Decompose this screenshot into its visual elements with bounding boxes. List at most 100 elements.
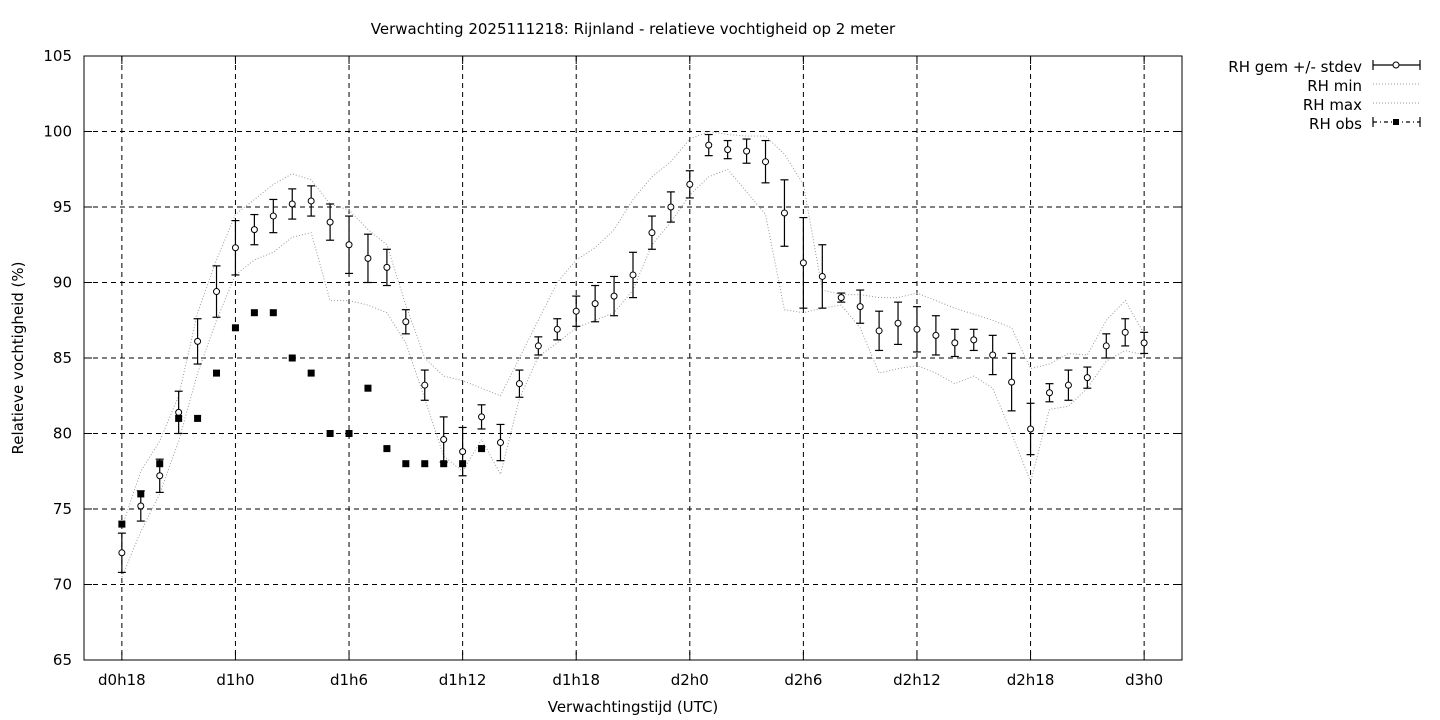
y-tick-label: 100 — [43, 123, 72, 141]
rh-obs-point — [118, 520, 126, 528]
rh-mean-point — [156, 472, 164, 480]
rh-obs-point — [383, 445, 391, 453]
rh-mean-point — [118, 549, 126, 557]
legend-swatch-obs — [1393, 119, 1399, 125]
rh-mean-point — [780, 209, 788, 217]
rh-mean-point — [648, 229, 656, 237]
legend-item-obs: RH obs — [1309, 115, 1421, 133]
rh-mean-point — [402, 318, 410, 326]
rh-mean-point — [1045, 389, 1053, 397]
x-tick-label: d2h12 — [893, 671, 941, 689]
x-axis-ticks: d0h18 d1h0 d1h6 d1h12 d1h18 d2h0 d2h6 d2h12 d2h1… — [98, 56, 1163, 689]
rh-mean-point — [534, 342, 542, 350]
rh-mean-point — [610, 292, 618, 300]
rh-mean-point — [478, 413, 486, 421]
legend-label-obs: RH obs — [1309, 115, 1362, 133]
legend-label-min: RH min — [1307, 77, 1362, 95]
rh-mean-point — [913, 325, 921, 333]
grid — [84, 56, 1182, 660]
rh-obs-point — [137, 490, 145, 498]
rh-mean-point — [553, 325, 561, 333]
rh-mean-point — [459, 448, 467, 456]
rh-mean-point — [894, 319, 902, 327]
rh-mean-point — [799, 259, 807, 267]
rh-obs-point — [269, 309, 277, 317]
y-axis-ticks: 65 70 75 80 85 90 95 100 105 — [43, 47, 1182, 669]
rh-min-line — [121, 168, 1145, 578]
x-tick-label: d3h0 — [1125, 671, 1163, 689]
rh-mean-point — [175, 408, 183, 416]
mean-series — [117, 133, 1149, 574]
legend-label-max: RH max — [1303, 96, 1362, 114]
y-tick-label: 65 — [53, 651, 72, 669]
rh-mean-point — [1121, 328, 1129, 336]
rh-mean-point — [837, 294, 845, 302]
x-axis-label: Verwachtingstijd (UTC) — [548, 698, 719, 716]
rh-mean-point — [250, 226, 258, 234]
rh-obs-point — [288, 354, 296, 362]
rh-mean-point — [231, 244, 239, 252]
rh-obs-point — [459, 460, 467, 468]
rh-obs-point — [250, 309, 258, 317]
rh-mean-point — [137, 502, 145, 510]
rh-mean-point — [213, 288, 221, 296]
rh-mean-point — [1102, 342, 1110, 350]
y-tick-label: 105 — [43, 47, 72, 65]
rh-obs-point — [402, 460, 410, 468]
rh-mean-point — [875, 327, 883, 335]
y-tick-label: 85 — [53, 349, 72, 367]
legend-label-mean: RH gem +/- stdev — [1228, 58, 1362, 76]
rh-mean-point — [818, 272, 826, 280]
rh-mean-point — [194, 337, 202, 345]
rh-mean-point — [856, 303, 864, 311]
rh-mean-point — [269, 212, 277, 220]
rh-mean-point — [383, 263, 391, 271]
y-tick-label: 70 — [53, 576, 72, 594]
rh-mean-point — [345, 241, 353, 249]
rh-max-line — [121, 130, 1145, 528]
rh-mean-point — [932, 331, 940, 339]
rh-obs-point — [421, 460, 429, 468]
y-axis-label: Relatieve vochtigheid (%) — [9, 261, 27, 454]
x-tick-label: d1h0 — [216, 671, 254, 689]
rh-obs-point — [478, 445, 486, 453]
rh-mean-point — [440, 436, 448, 444]
rh-mean-point — [591, 300, 599, 308]
rh-mean-point — [1083, 374, 1091, 382]
rh-obs-point — [345, 430, 353, 437]
rh-obs-point — [175, 414, 183, 422]
rh-mean-point — [686, 180, 694, 188]
rh-mean-point — [1008, 378, 1016, 386]
rh-obs-point — [307, 369, 315, 377]
x-tick-label: d2h0 — [671, 671, 709, 689]
legend: RH gem +/- stdev RH min RH max RH obs — [1228, 58, 1421, 133]
rh-mean-point — [1064, 381, 1072, 389]
obs-series — [118, 309, 486, 528]
rh-obs-point — [440, 460, 448, 468]
x-tick-label: d0h18 — [98, 671, 146, 689]
rh-mean-point — [724, 146, 732, 154]
rh-obs-point — [156, 460, 164, 468]
chart-title: Verwachting 2025111218: Rijnland - relat… — [371, 20, 896, 38]
rh-mean-point — [421, 381, 429, 389]
rh-mean-point — [705, 141, 713, 149]
rh-mean-point — [970, 336, 978, 344]
rh-obs-point — [326, 430, 334, 437]
rh-obs-point — [213, 369, 221, 377]
x-tick-label: d1h6 — [330, 671, 368, 689]
rh-mean-point — [364, 254, 372, 262]
rh-mean-point — [1140, 339, 1148, 347]
rh-obs-point — [231, 324, 239, 332]
x-tick-label: d2h18 — [1007, 671, 1055, 689]
rh-mean-point — [989, 351, 997, 359]
rh-mean-point — [629, 271, 637, 279]
y-tick-label: 80 — [53, 425, 72, 443]
rh-mean-point — [951, 339, 959, 347]
x-tick-label: d2h6 — [784, 671, 822, 689]
rh-mean-point — [307, 197, 315, 205]
rh-mean-point — [288, 200, 296, 208]
rh-mean-point — [515, 380, 523, 388]
rh-mean-point — [326, 218, 334, 226]
x-tick-label: d1h12 — [439, 671, 487, 689]
